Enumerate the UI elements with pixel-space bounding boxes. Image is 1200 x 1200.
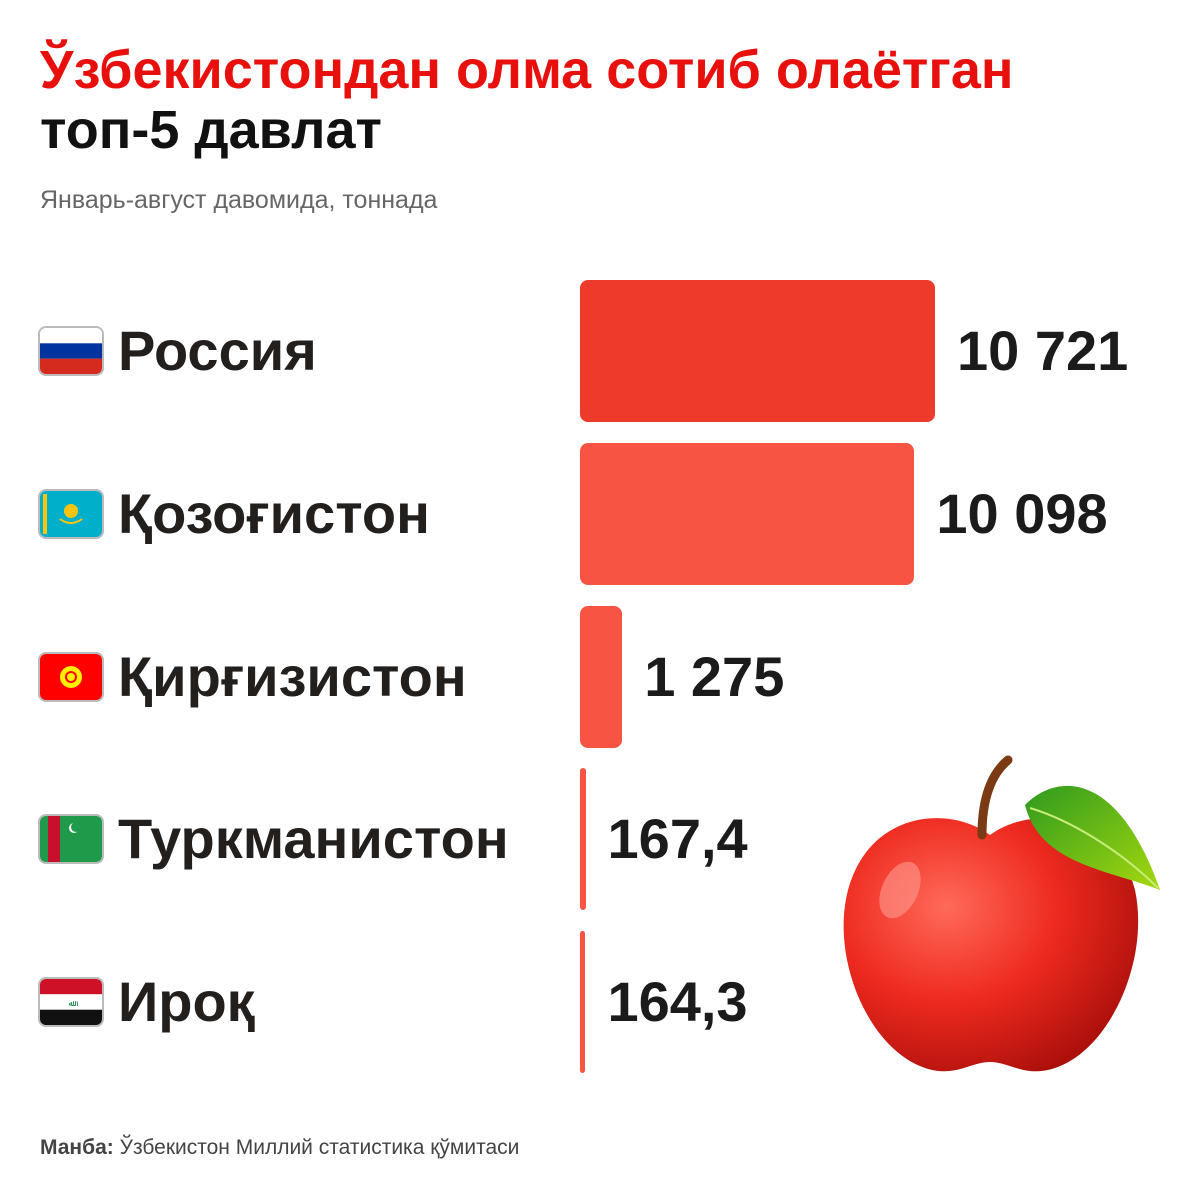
- chart-title: Ўзбекистондан олма сотиб олаётган топ-5 …: [40, 40, 1013, 160]
- kyrgyzstan-flag-icon: [40, 654, 102, 700]
- category-label: Қозоғистон: [118, 482, 430, 545]
- bar: [580, 606, 623, 748]
- value-label: 10 721: [957, 319, 1129, 382]
- turkmenistan-flag-icon: [40, 816, 102, 862]
- bar-row: ﷲ Ироқ 164,3: [0, 931, 1200, 1073]
- category-label: Ироқ: [118, 970, 255, 1033]
- kazakhstan-flag-icon: [40, 491, 102, 537]
- value-label: 1 275: [644, 645, 785, 708]
- source-label: Манба:: [40, 1136, 114, 1159]
- category-label: Россия: [118, 319, 317, 382]
- bar: [580, 768, 586, 910]
- bar-row: Туркманистон 167,4: [0, 768, 1200, 910]
- bar: [580, 280, 935, 422]
- iraq-flag-icon: ﷲ: [40, 979, 102, 1025]
- title-line-1: Ўзбекистондан олма сотиб олаётган: [40, 40, 1014, 100]
- apple-icon: [843, 755, 1160, 1072]
- title-line-2: топ-5 давлат: [40, 100, 382, 160]
- category-label: Туркманистон: [118, 807, 509, 870]
- value-label: 10 098: [936, 482, 1108, 545]
- bar-row: Қирғизистон 1 275: [0, 606, 1200, 748]
- source-text: Ўзбекистон Миллий статистика қўмитаси: [119, 1136, 520, 1159]
- value-label: 167,4: [607, 807, 748, 870]
- russia-flag-icon: [40, 328, 102, 374]
- bar-row: Қозоғистон 10 098: [0, 443, 1200, 585]
- bar-row: Россия 10 721: [0, 280, 1200, 422]
- bar: [580, 443, 915, 585]
- chart-subtitle: Январь-август давомида, тоннада: [40, 186, 438, 214]
- category-label: Қирғизистон: [118, 645, 467, 708]
- value-label: 164,3: [607, 970, 748, 1033]
- source-note: Манба: Ўзбекистон Миллий статистика қўми…: [40, 1136, 519, 1160]
- bar: [580, 931, 586, 1073]
